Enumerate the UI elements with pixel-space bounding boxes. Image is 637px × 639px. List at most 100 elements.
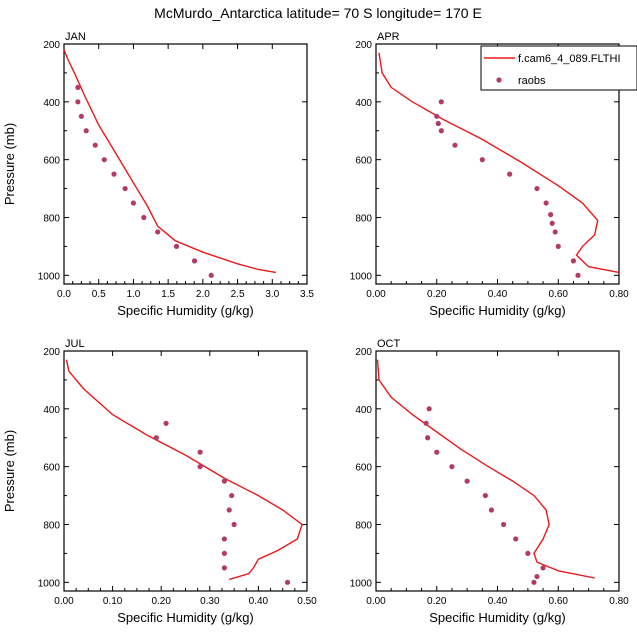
raobs-point [208, 272, 214, 278]
x-tick-label: 0.60 [549, 289, 569, 300]
raobs-point [191, 258, 198, 264]
x-tick-label: 3.0 [265, 289, 279, 300]
model-profile-line [376, 359, 595, 579]
x-tick-label: 0.20 [427, 596, 447, 607]
figure-title: McMurdo_Antarctica latitude= 70 S longit… [154, 5, 482, 21]
x-tick-label: 3.5 [300, 289, 314, 300]
raobs-point [552, 229, 558, 235]
raobs-point [549, 220, 555, 226]
y-tick-label: 400 [43, 405, 60, 416]
raobs-point [452, 142, 458, 148]
y-tick-label: 600 [355, 463, 372, 474]
x-tick-label: 0.00 [366, 289, 386, 300]
x-tick-label: 2.0 [196, 289, 210, 300]
raobs-point [426, 406, 432, 412]
raobs-point [434, 449, 440, 455]
raobs-point [155, 229, 161, 235]
x-tick-label: 0.60 [549, 596, 569, 607]
raobs-point [101, 157, 107, 163]
y-tick-label: 400 [355, 98, 372, 109]
model-profile-line [65, 359, 303, 581]
x-tick-label: 0.40 [249, 596, 269, 607]
raobs-point [221, 478, 227, 484]
y-tick-label: 200 [43, 347, 60, 358]
raobs-point [221, 565, 227, 571]
raobs-point [438, 128, 444, 134]
raobs-point [555, 243, 561, 250]
raobs-point [548, 212, 554, 218]
legend-model-label: f.cam6_4_089.FLTHI [518, 53, 621, 65]
x-tick-label: 0.20 [427, 289, 447, 300]
panel-label: OCT [377, 338, 401, 350]
raobs-point [449, 464, 455, 470]
panel-jul: JUL 0.00 0.10 0.20 0.30 0.40 0.50 200 400 600 800 1… [2, 338, 317, 625]
y-tick-label: 600 [43, 156, 60, 167]
raobs-point [221, 536, 227, 542]
raobs-point [231, 521, 237, 528]
raobs-point [543, 200, 549, 206]
raobs-point [423, 420, 429, 426]
raobs-point [438, 99, 444, 105]
y-tick-label: 1000 [38, 578, 61, 589]
x-tick-label: 0.0 [57, 289, 71, 300]
x-tick-label: 0.10 [103, 596, 123, 607]
y-tick-label: 1000 [38, 271, 61, 282]
x-axis-label: Specific Humidity (g/kg) [117, 610, 254, 625]
y-tick-label: 400 [43, 98, 60, 109]
raobs-point [78, 113, 84, 119]
raobs-point [575, 272, 581, 278]
panel-label: APR [377, 31, 400, 43]
raobs-point [540, 565, 546, 571]
y-tick-label: 800 [43, 520, 60, 531]
x-tick-label: 0.30 [200, 596, 220, 607]
x-tick-label: 1.0 [126, 289, 140, 300]
x-tick-label: 0.00 [366, 596, 386, 607]
y-axis-label: Pressure (mb) [2, 123, 17, 205]
x-tick-label: 0.80 [609, 596, 629, 607]
raobs-point [75, 99, 81, 105]
panel-label: JUL [65, 338, 85, 350]
y-tick-label: 800 [355, 520, 372, 531]
raobs-point [479, 157, 485, 163]
panel-label: JAN [65, 31, 86, 43]
x-axis-label: Specific Humidity (g/kg) [117, 303, 254, 318]
legend-marker-swatch [496, 77, 502, 83]
panel-oct: OCT 0.00 0.20 0.40 0.60 0.80 200 400 600 800 1000 S… [350, 338, 629, 625]
raobs-point [570, 258, 577, 264]
plot-frame [375, 350, 620, 592]
x-tick-label: 0.40 [488, 289, 508, 300]
raobs-point [197, 464, 203, 470]
raobs-point [531, 579, 537, 585]
x-axis-label: Specific Humidity (g/kg) [429, 610, 566, 625]
x-tick-label: 0.20 [151, 596, 171, 607]
raobs-point [173, 243, 180, 250]
x-tick-label: 0.50 [297, 596, 317, 607]
y-tick-label: 600 [355, 156, 372, 167]
raobs-point [226, 507, 232, 513]
raobs-point [197, 449, 203, 455]
raobs-point [153, 435, 159, 441]
raobs-point [425, 435, 431, 441]
legend-box [480, 45, 637, 91]
y-tick-label: 200 [43, 40, 60, 51]
y-tick-label: 1000 [350, 271, 373, 282]
raobs-point [482, 492, 488, 499]
x-tick-label: 0.40 [488, 596, 508, 607]
raobs-point [525, 550, 531, 557]
raobs-point [111, 171, 117, 177]
model-profile-line [378, 52, 620, 274]
raobs-point [507, 171, 513, 177]
y-tick-label: 600 [43, 463, 60, 474]
raobs-point [163, 420, 169, 426]
raobs-point [221, 550, 227, 557]
y-tick-label: 800 [355, 213, 372, 224]
x-tick-label: 1.5 [161, 289, 175, 300]
y-tick-label: 1000 [350, 578, 373, 589]
raobs-point [435, 120, 441, 127]
y-tick-label: 200 [355, 40, 372, 51]
raobs-point [500, 521, 507, 528]
raobs-point [83, 128, 89, 134]
y-tick-label: 800 [43, 213, 60, 224]
